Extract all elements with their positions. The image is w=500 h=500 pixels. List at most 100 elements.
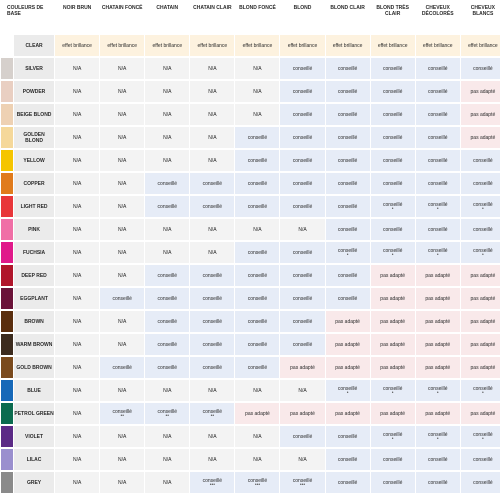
cell-label: conseillé: [337, 226, 358, 233]
compatibility-cell: N/A: [145, 127, 190, 148]
cell-label: conseillé: [337, 479, 358, 486]
cell-label: conseillé: [382, 88, 403, 95]
cell-label: conseillé: [292, 134, 313, 141]
compatibility-cell: conseillé: [460, 173, 500, 194]
note-marker: •: [436, 252, 439, 258]
compatibility-cell: conseillé: [235, 173, 280, 194]
compatibility-cell: conseillé •: [370, 380, 415, 401]
color-name: BLUE: [14, 380, 55, 401]
table-row: BEIGE BLOND N/A N/A N/A N/A N/A conseillé conse…: [1, 104, 500, 125]
compatibility-cell: N/A: [190, 104, 235, 125]
cell-label: conseillé: [202, 364, 223, 371]
compatibility-cell: effet brillance: [460, 35, 500, 56]
compatibility-cell: conseillé: [415, 173, 460, 194]
cell-label: N/A: [72, 111, 82, 118]
compatibility-cell: conseillé: [280, 104, 325, 125]
cell-label: conseillé: [337, 203, 358, 210]
cell-label: conseillé: [428, 180, 448, 187]
compatibility-cell: conseillé: [415, 449, 460, 470]
compatibility-cell: pas adapté: [370, 403, 415, 424]
compatibility-cell: N/A: [100, 58, 145, 79]
table-row: BROWN N/A N/A conseillé conseillé conseillé co…: [1, 311, 500, 332]
compatibility-cell: pas adapté: [460, 334, 500, 355]
compatibility-cell: pas adapté: [280, 403, 325, 424]
column-header: NOIR BRUN: [55, 2, 100, 33]
cell-label: conseillé: [247, 134, 268, 141]
cell-label: N/A: [163, 226, 172, 233]
cell-label: N/A: [72, 203, 82, 210]
compatibility-cell: conseillé: [325, 449, 370, 470]
color-name: YELLOW: [14, 150, 55, 171]
color-swatch: [1, 288, 14, 309]
compatibility-cell: conseillé: [235, 265, 280, 286]
cell-label: conseillé: [337, 386, 358, 392]
column-header: BLOND CLAIR: [325, 2, 370, 33]
cell-label: conseillé: [382, 111, 403, 118]
compatibility-cell: conseillé: [280, 265, 325, 286]
table-row: GREY N/A N/A N/A conseillé ••• conseillé ••• con…: [1, 472, 500, 493]
cell-label: effet brillance: [287, 42, 318, 49]
compatibility-cell: conseillé: [325, 81, 370, 102]
table-row: EGGPLANT N/A conseillé conseillé conseillé co…: [1, 288, 500, 309]
compatibility-cell: conseillé: [325, 219, 370, 240]
cell-label: N/A: [298, 456, 307, 463]
cell-label: conseillé: [157, 341, 178, 348]
compatibility-cell: N/A: [55, 426, 100, 447]
compatibility-cell: effet brillance: [235, 35, 280, 56]
compatibility-cell: conseillé: [190, 173, 235, 194]
cell-label: conseillé: [247, 157, 268, 164]
compatibility-cell: conseillé •: [415, 380, 460, 401]
cell-label: N/A: [298, 226, 307, 233]
note-marker: •: [346, 252, 349, 258]
compatibility-cell: conseillé: [280, 58, 325, 79]
compatibility-cell: conseillé: [370, 104, 415, 125]
color-swatch: [1, 311, 14, 332]
cell-label: conseillé: [202, 295, 223, 302]
cell-label: effet brillance: [468, 42, 498, 49]
compatibility-cell: pas adapté: [415, 403, 460, 424]
cell-label: conseillé: [382, 479, 403, 486]
cell-label: conseillé: [292, 295, 313, 302]
column-header: BLOND FONCÉ: [235, 2, 280, 33]
cell-label: pas adapté: [380, 364, 406, 371]
color-swatch: [1, 127, 14, 148]
color-swatch: [1, 265, 14, 286]
cell-label: conseillé: [202, 318, 223, 325]
cell-label: conseillé: [473, 157, 493, 164]
cell-label: pas adapté: [290, 410, 315, 417]
cell-label: N/A: [253, 111, 262, 118]
cell-label: conseillé: [292, 157, 313, 164]
cell-label: pas adapté: [335, 318, 360, 325]
cell-label: N/A: [118, 249, 127, 256]
cell-label: N/A: [163, 65, 172, 72]
cell-label: effet brillance: [197, 42, 228, 49]
cell-label: conseillé: [247, 478, 268, 484]
cell-label: conseillé: [202, 478, 223, 484]
cell-label: pas adapté: [380, 318, 406, 325]
cell-label: conseillé: [337, 88, 358, 95]
compatibility-cell: N/A: [100, 242, 145, 263]
compatibility-cell: conseillé •: [415, 242, 460, 263]
cell-label: N/A: [118, 479, 127, 486]
cell-label: N/A: [118, 65, 127, 72]
cell-label: N/A: [118, 203, 127, 210]
cell-label: conseillé: [292, 249, 313, 256]
cell-label: N/A: [72, 433, 82, 440]
compatibility-cell: N/A: [55, 380, 100, 401]
cell-label: N/A: [118, 433, 127, 440]
compatibility-cell: N/A: [145, 81, 190, 102]
compatibility-cell: N/A: [280, 449, 325, 470]
cell-label: pas adapté: [380, 295, 406, 302]
compatibility-cell: conseillé: [415, 127, 460, 148]
compatibility-cell: N/A: [145, 449, 190, 470]
compatibility-cell: N/A: [235, 81, 280, 102]
cell-label: N/A: [163, 88, 172, 95]
table-row: WARM BROWN N/A N/A conseillé conseillé consei…: [1, 334, 500, 355]
compatibility-cell: pas adapté: [460, 81, 500, 102]
cell-label: conseillé: [473, 65, 493, 72]
cell-label: conseillé: [337, 157, 358, 164]
compatibility-cell: conseillé: [280, 173, 325, 194]
compatibility-cell: N/A: [55, 81, 100, 102]
column-header: CHATAIN CLAIR: [190, 2, 235, 33]
